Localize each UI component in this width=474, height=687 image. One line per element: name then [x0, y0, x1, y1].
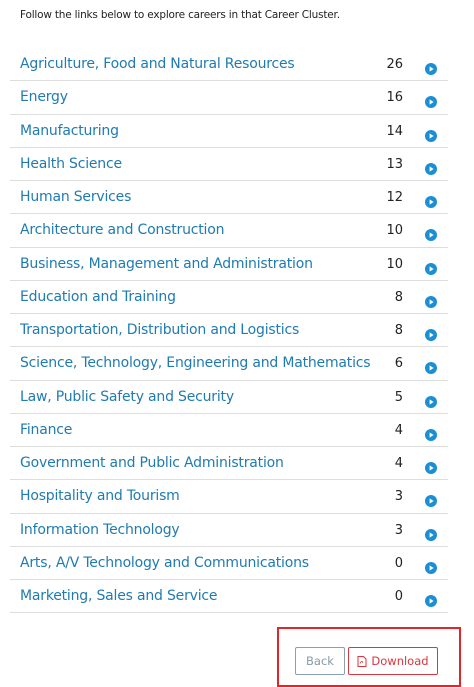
career-count: 12 [386, 190, 403, 205]
cluster-row: Health Science 13 [10, 148, 448, 181]
play-glyph [425, 295, 437, 308]
cluster-row: Human Services 12 [10, 181, 448, 215]
play-glyph [425, 162, 437, 175]
career-count: 3 [394, 489, 403, 505]
career-count: 4 [394, 456, 403, 471]
career-count: 14 [386, 123, 403, 139]
play-glyph [425, 395, 437, 408]
cluster-link[interactable]: Manufacturing [20, 122, 119, 139]
career-count: 3 [394, 522, 403, 538]
download-button[interactable]: Download [348, 647, 438, 675]
play-icon[interactable] [425, 60, 437, 79]
cluster-link[interactable]: Business, Management and Administration [20, 255, 313, 272]
play-glyph [425, 428, 437, 441]
cluster-link[interactable]: Education and Training [20, 288, 176, 305]
play-icon[interactable] [425, 93, 437, 112]
cluster-link[interactable]: Government and Public Administration [20, 455, 284, 471]
intro-text: Follow the links below to explore career… [20, 9, 340, 21]
play-glyph [425, 96, 437, 109]
play-icon[interactable] [425, 359, 437, 378]
cluster-link[interactable]: Human Services [20, 189, 132, 205]
cluster-row: Manufacturing 14 [10, 115, 448, 148]
career-count: 4 [394, 422, 403, 438]
cluster-list: Agriculture, Food and Natural Resources 2… [10, 48, 448, 614]
play-icon[interactable] [425, 592, 437, 611]
play-icon[interactable] [425, 160, 437, 179]
career-count: 6 [394, 356, 403, 372]
career-count: 16 [386, 90, 403, 106]
play-glyph [425, 561, 437, 574]
cluster-link[interactable]: Information Technology [20, 521, 180, 538]
play-glyph [425, 63, 437, 75]
cluster-row: Government and Public Administration 4 [10, 447, 448, 481]
cluster-link[interactable]: Arts, A/V Technology and Communications [20, 554, 309, 571]
career-count: 0 [394, 555, 403, 571]
cluster-link[interactable]: Agriculture, Food and Natural Resources [20, 56, 295, 72]
career-count: 13 [386, 156, 403, 172]
pdf-icon [357, 655, 367, 667]
cluster-row: Finance 4 [10, 414, 448, 447]
play-glyph [425, 129, 437, 142]
cluster-link[interactable]: Hospitality and Tourism [20, 488, 180, 505]
play-icon[interactable] [425, 260, 437, 279]
play-glyph [425, 495, 437, 508]
cluster-row: Marketing, Sales and Service 0 [10, 580, 448, 614]
career-count: 8 [394, 323, 403, 338]
cluster-row: Agriculture, Food and Natural Resources 2… [10, 48, 448, 82]
play-icon[interactable] [425, 559, 437, 578]
cluster-link[interactable]: Energy [20, 89, 68, 106]
back-button[interactable]: Back [295, 647, 345, 675]
cluster-row: Arts, A/V Technology and Communications 0 [10, 547, 448, 580]
cluster-row: Hospitality and Tourism 3 [10, 480, 448, 514]
play-icon[interactable] [425, 293, 437, 312]
play-glyph [425, 528, 437, 541]
career-count: 10 [386, 256, 403, 272]
play-icon[interactable] [425, 127, 437, 146]
play-icon[interactable] [425, 326, 437, 345]
career-count: 10 [386, 223, 403, 239]
career-count: 8 [394, 289, 403, 305]
play-icon[interactable] [425, 526, 437, 545]
cluster-link[interactable]: Architecture and Construction [20, 222, 225, 239]
cluster-link[interactable]: Marketing, Sales and Service [20, 588, 218, 604]
play-glyph [425, 362, 437, 375]
cluster-row: Information Technology 3 [10, 514, 448, 547]
cluster-link[interactable]: Transportation, Distribution and Logisti… [20, 322, 300, 338]
cluster-row: Transportation, Distribution and Logisti… [10, 314, 448, 348]
play-icon[interactable] [425, 426, 437, 445]
cluster-link[interactable]: Health Science [20, 155, 122, 172]
cluster-row: Law, Public Safety and Security 5 [10, 381, 448, 414]
play-icon[interactable] [425, 193, 437, 212]
career-count: 26 [386, 57, 403, 72]
cluster-row: Energy 16 [10, 81, 448, 115]
cluster-link[interactable]: Law, Public Safety and Security [20, 388, 234, 405]
play-glyph [425, 329, 437, 341]
play-icon[interactable] [425, 492, 437, 511]
cluster-link[interactable]: Finance [20, 421, 73, 438]
cluster-row: Education and Training 8 [10, 281, 448, 314]
play-glyph [425, 595, 437, 607]
play-glyph [425, 196, 437, 208]
play-glyph [425, 462, 437, 474]
cluster-link[interactable]: Science, Technology, Engineering and Mat… [20, 355, 371, 372]
cluster-row: Business, Management and Administration 1… [10, 248, 448, 281]
play-icon[interactable] [425, 459, 437, 478]
play-glyph [425, 262, 437, 275]
highlight-box [277, 627, 461, 687]
career-count: 0 [394, 589, 403, 604]
play-icon[interactable] [425, 226, 437, 245]
cluster-row: Science, Technology, Engineering and Mat… [10, 347, 448, 381]
career-count: 5 [394, 389, 403, 405]
download-label: Download [371, 654, 429, 668]
cluster-row: Architecture and Construction 10 [10, 214, 448, 248]
play-icon[interactable] [425, 393, 437, 412]
play-glyph [425, 229, 437, 242]
